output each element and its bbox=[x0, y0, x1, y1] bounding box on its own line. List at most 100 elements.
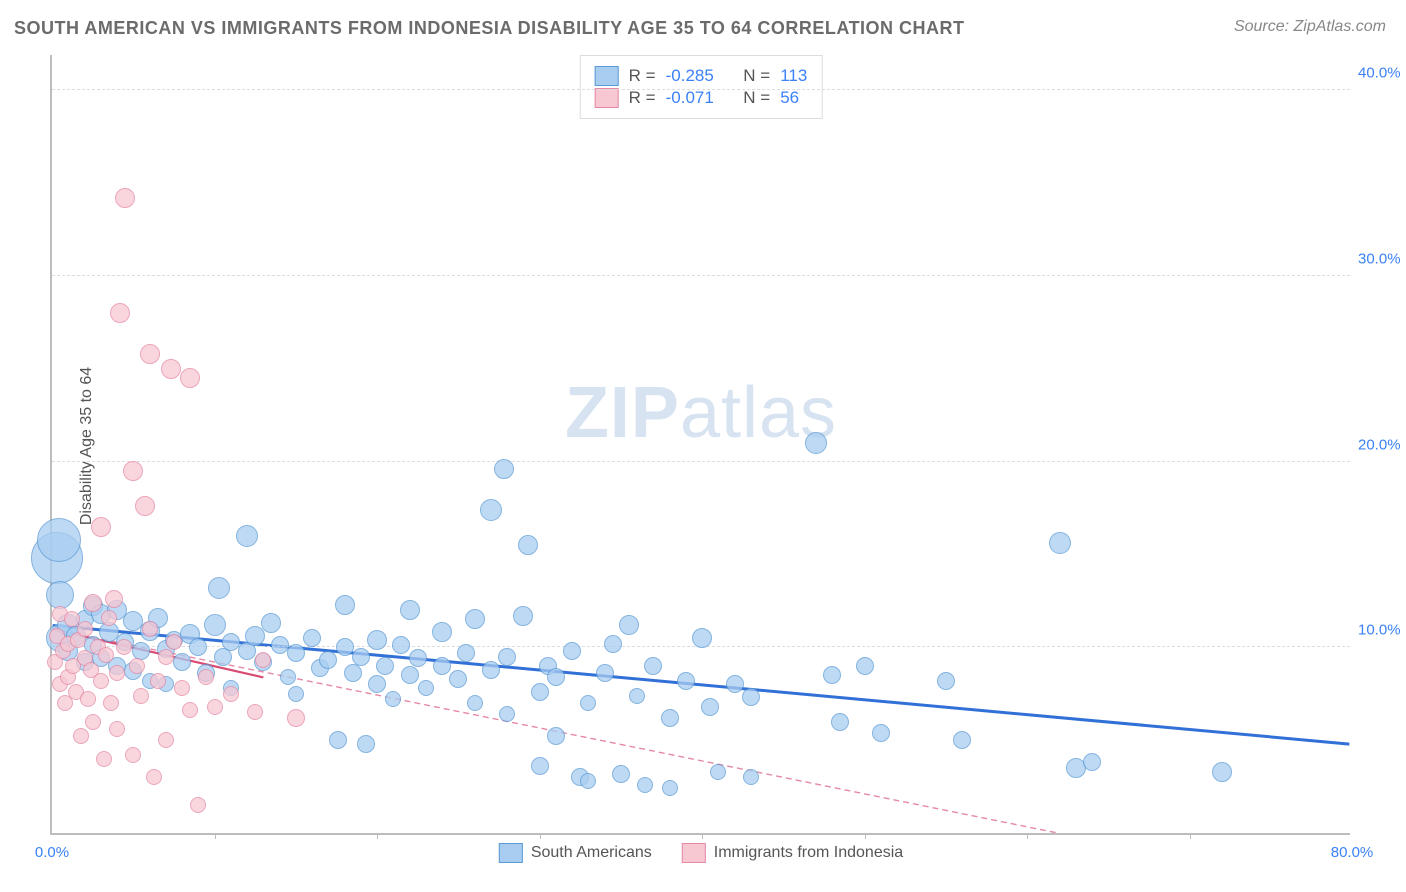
chart-title: SOUTH AMERICAN VS IMMIGRANTS FROM INDONE… bbox=[14, 18, 965, 39]
data-point bbox=[303, 629, 321, 647]
data-point bbox=[629, 688, 645, 704]
data-point bbox=[742, 688, 760, 706]
stat-legend: R =-0.285 N =113R =-0.071 N =56 bbox=[580, 55, 823, 119]
data-point bbox=[513, 606, 533, 626]
x-tick: 80.0% bbox=[1331, 844, 1374, 861]
data-point bbox=[204, 614, 226, 636]
data-point bbox=[93, 673, 109, 689]
data-point bbox=[1083, 753, 1101, 771]
plot-area: ZIPatlas R =-0.285 N =113R =-0.071 N =56… bbox=[50, 55, 1350, 835]
data-point bbox=[319, 651, 337, 669]
data-point bbox=[135, 496, 155, 516]
data-point bbox=[465, 609, 485, 629]
data-point bbox=[580, 695, 596, 711]
data-point bbox=[1212, 762, 1232, 782]
data-point bbox=[432, 622, 452, 642]
data-point bbox=[580, 773, 596, 789]
data-point bbox=[158, 732, 174, 748]
data-point bbox=[133, 688, 149, 704]
data-point bbox=[701, 698, 719, 716]
data-point bbox=[73, 728, 89, 744]
source-label: Source: ZipAtlas.com bbox=[1234, 18, 1386, 36]
data-point bbox=[125, 747, 141, 763]
data-point bbox=[596, 664, 614, 682]
data-point bbox=[37, 518, 81, 562]
data-point bbox=[245, 626, 265, 646]
data-point bbox=[173, 653, 191, 671]
data-point bbox=[150, 673, 166, 689]
data-point bbox=[531, 683, 549, 701]
data-point bbox=[335, 595, 355, 615]
data-point bbox=[856, 657, 874, 675]
chart-container: SOUTH AMERICAN VS IMMIGRANTS FROM INDONE… bbox=[0, 0, 1406, 892]
data-point bbox=[80, 691, 96, 707]
data-point bbox=[329, 731, 347, 749]
data-point bbox=[547, 727, 565, 745]
data-point bbox=[109, 721, 125, 737]
data-point bbox=[612, 765, 630, 783]
data-point bbox=[418, 680, 434, 696]
data-point bbox=[710, 764, 726, 780]
data-point bbox=[385, 691, 401, 707]
legend-item: South Americans bbox=[499, 843, 652, 863]
legend-item: Immigrants from Indonesia bbox=[682, 843, 903, 863]
data-point bbox=[357, 735, 375, 753]
data-point bbox=[563, 642, 581, 660]
data-point bbox=[174, 680, 190, 696]
data-point bbox=[619, 615, 639, 635]
data-point bbox=[823, 666, 841, 684]
y-tick: 10.0% bbox=[1358, 622, 1406, 639]
x-tick: 0.0% bbox=[35, 844, 69, 861]
data-point bbox=[101, 610, 117, 626]
data-point bbox=[498, 648, 516, 666]
data-point bbox=[401, 666, 419, 684]
data-point bbox=[692, 628, 712, 648]
data-point bbox=[677, 672, 695, 690]
data-point bbox=[288, 686, 304, 702]
data-point bbox=[105, 590, 123, 608]
data-point bbox=[166, 634, 182, 650]
data-point bbox=[344, 664, 362, 682]
y-tick: 30.0% bbox=[1358, 250, 1406, 267]
stat-row: R =-0.071 N =56 bbox=[595, 88, 808, 108]
data-point bbox=[367, 630, 387, 650]
data-point bbox=[189, 638, 207, 656]
data-point bbox=[280, 669, 296, 685]
data-point bbox=[482, 661, 500, 679]
data-point bbox=[77, 621, 93, 637]
data-point bbox=[805, 432, 827, 454]
data-point bbox=[376, 657, 394, 675]
data-point bbox=[123, 461, 143, 481]
stat-row: R =-0.285 N =113 bbox=[595, 66, 808, 86]
data-point bbox=[352, 648, 370, 666]
data-point bbox=[457, 644, 475, 662]
data-point bbox=[116, 639, 132, 655]
data-point bbox=[531, 757, 549, 775]
data-point bbox=[140, 344, 160, 364]
data-point bbox=[85, 714, 101, 730]
data-point bbox=[223, 686, 239, 702]
data-point bbox=[953, 731, 971, 749]
data-point bbox=[743, 769, 759, 785]
data-point bbox=[499, 706, 515, 722]
data-point bbox=[182, 702, 198, 718]
data-point bbox=[494, 459, 514, 479]
data-point bbox=[208, 577, 230, 599]
data-point bbox=[287, 709, 305, 727]
data-point bbox=[400, 600, 420, 620]
data-point bbox=[661, 709, 679, 727]
data-point bbox=[467, 695, 483, 711]
data-point bbox=[96, 751, 112, 767]
data-point bbox=[98, 647, 114, 663]
data-point bbox=[190, 797, 206, 813]
data-point bbox=[110, 303, 130, 323]
data-point bbox=[604, 635, 622, 653]
data-point bbox=[368, 675, 386, 693]
data-point bbox=[637, 777, 653, 793]
data-point bbox=[392, 636, 410, 654]
bottom-legend: South Americans Immigrants from Indonesia bbox=[499, 843, 903, 863]
data-point bbox=[547, 668, 565, 686]
data-point bbox=[142, 621, 158, 637]
data-point bbox=[937, 672, 955, 690]
data-point bbox=[433, 657, 451, 675]
